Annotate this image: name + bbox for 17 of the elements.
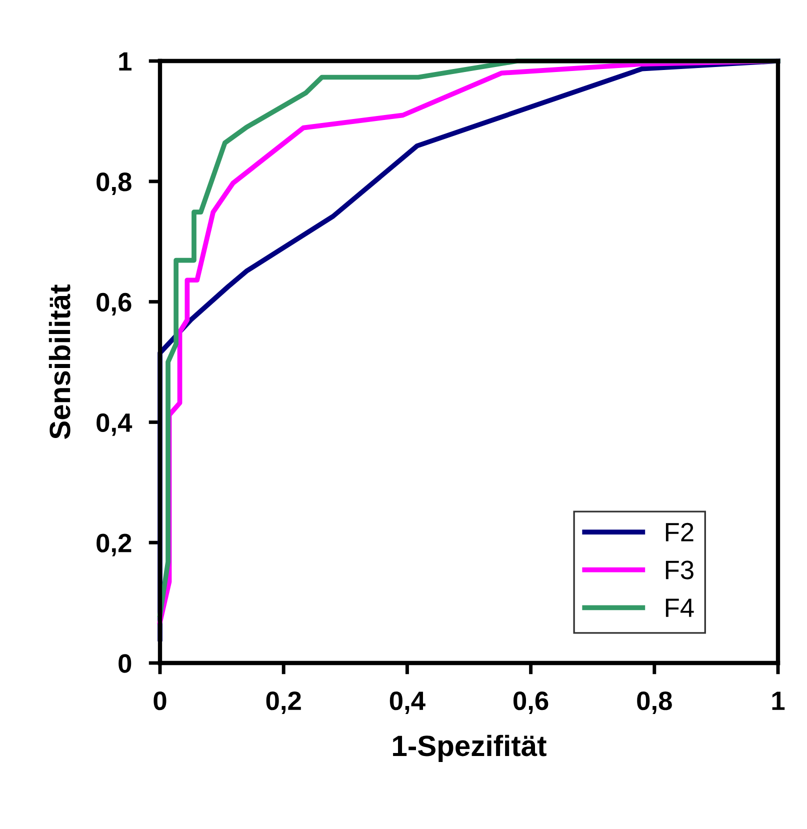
y-tick-label: 0,6 <box>96 292 132 316</box>
y-axis-title: Sensibilität <box>48 284 70 439</box>
x-tick-label: 0,4 <box>390 691 426 714</box>
x-tick-label: 0 <box>154 691 166 710</box>
x-tick-label: 0,8 <box>637 691 672 714</box>
x-tick-label: 0,6 <box>514 691 548 714</box>
x-axis-title: 1-Spezifität <box>393 734 546 762</box>
y-tick-label: 0,2 <box>96 534 132 556</box>
y-tick-label: 0 <box>118 654 132 673</box>
legend-label: F2 <box>666 522 694 542</box>
y-tick-label: 0,4 <box>96 413 132 436</box>
y-tick-label: 1 <box>119 52 132 71</box>
legend-label: F3 <box>666 560 694 580</box>
y-tick-label: 0,8 <box>96 172 132 196</box>
x-tick-label: 0,2 <box>266 691 301 714</box>
x-tick-label: 1 <box>772 692 785 710</box>
legend-label: F4 <box>666 598 694 617</box>
